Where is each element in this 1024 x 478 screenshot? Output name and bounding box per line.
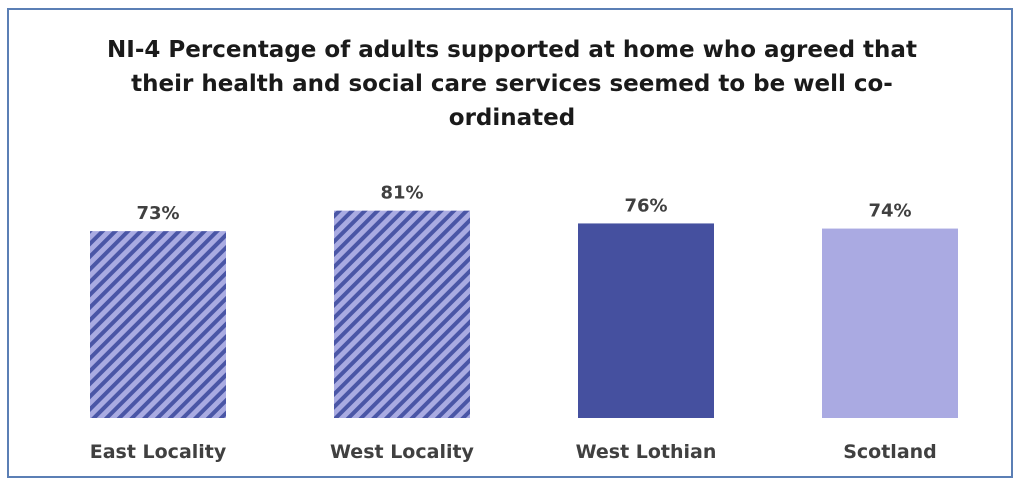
bar-east-locality — [90, 231, 226, 418]
value-label: 76% — [624, 195, 667, 216]
value-label: 81% — [380, 183, 423, 204]
bar-scotland — [822, 228, 958, 418]
category-labels-layer: East Locality West Locality West Lothian Sc… — [90, 441, 937, 463]
value-label: 73% — [136, 203, 179, 224]
category-label: West Lothian — [576, 441, 717, 463]
category-label: East Locality — [90, 441, 227, 463]
bar-west-locality — [334, 210, 470, 418]
value-labels-layer: 73% 81% 76% 74% — [136, 183, 911, 224]
category-label: Scotland — [843, 441, 937, 463]
value-label: 74% — [868, 201, 911, 222]
bars-layer — [90, 210, 958, 418]
category-label: West Locality — [330, 441, 475, 463]
chart-title: NI-4 Percentage of adults supported at h… — [107, 37, 917, 131]
bar-west-lothian — [578, 223, 714, 418]
